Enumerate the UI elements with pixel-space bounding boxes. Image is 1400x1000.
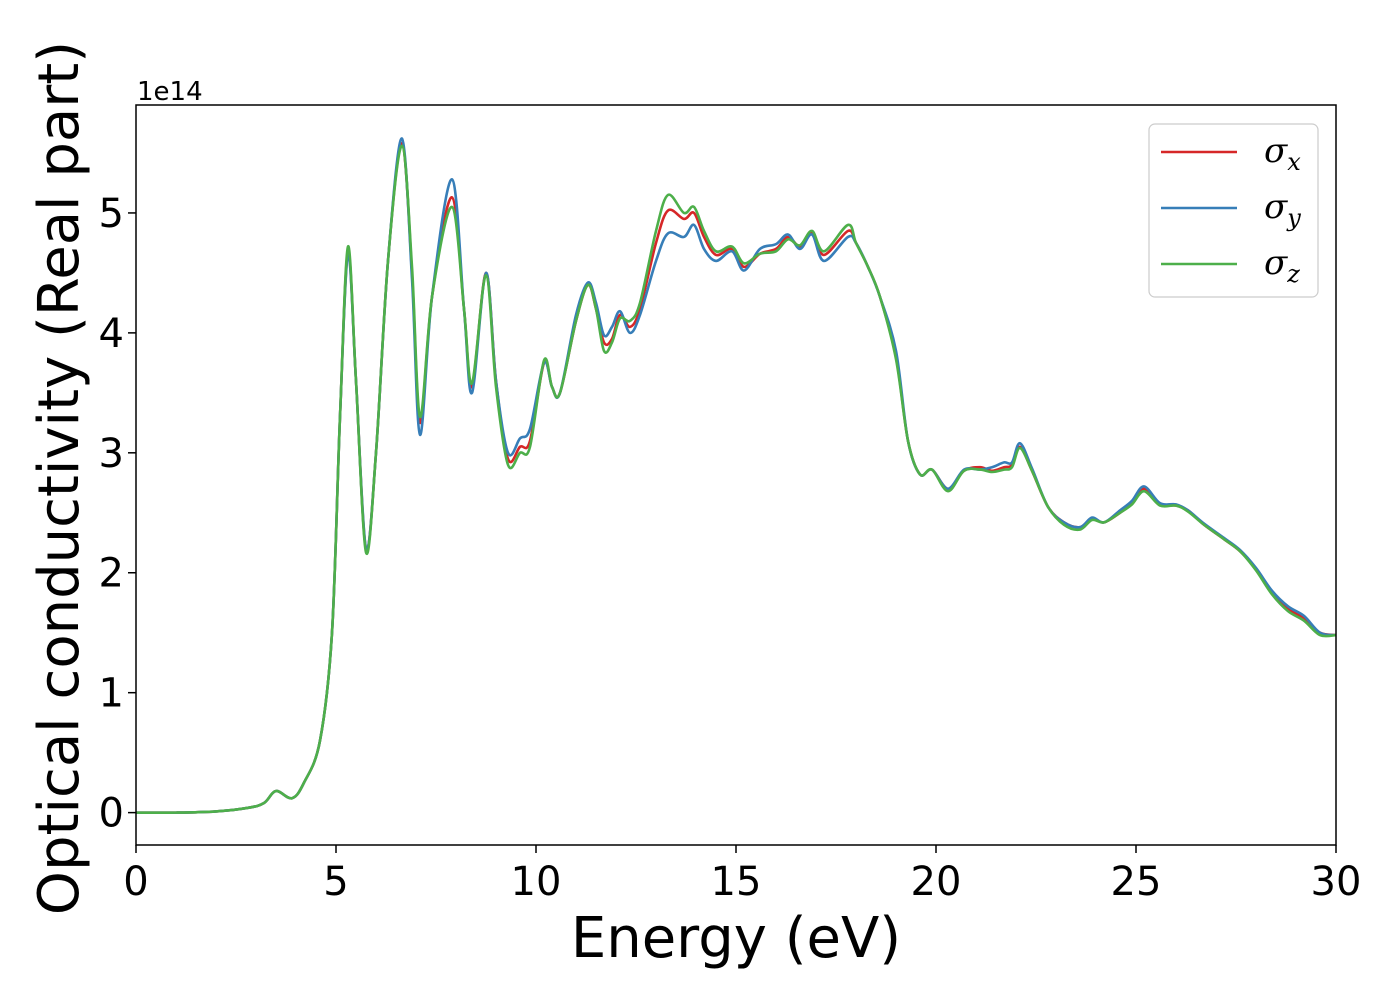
series-line-z <box>135 144 1337 815</box>
x-tick-label: 10 <box>511 859 562 905</box>
x-axis-title: Energy (eV) <box>571 906 901 971</box>
y-axis-title: Optical conductivity (Real part) <box>27 41 92 915</box>
x-axis: 0 5 10 15 20 25 30 <box>123 845 1361 905</box>
y-axis: 0 1 2 3 4 5 <box>99 191 136 837</box>
legend-label-z: σz <box>1264 243 1300 288</box>
legend-label-x: σx <box>1264 131 1301 176</box>
x-tick-label: 30 <box>1311 859 1362 905</box>
legend: σx σy σz <box>1148 123 1319 298</box>
y-tick-label: 1 <box>99 671 124 717</box>
x-tick-label: 15 <box>711 859 762 905</box>
x-tick-label: 0 <box>123 859 148 905</box>
x-tick-label: 20 <box>911 859 962 905</box>
y-tick-label: 3 <box>99 431 124 477</box>
x-tick-label: 25 <box>1111 859 1162 905</box>
y-tick-label: 0 <box>99 791 124 837</box>
legend-box <box>1148 123 1319 298</box>
series-group <box>135 137 1337 815</box>
y-tick-label: 2 <box>99 551 124 597</box>
y-offset-label: 1e14 <box>137 77 203 107</box>
y-tick-label: 5 <box>99 191 124 237</box>
legend-label-y: σy <box>1264 187 1301 232</box>
y-tick-label: 4 <box>99 311 124 357</box>
x-tick-label: 5 <box>323 859 348 905</box>
